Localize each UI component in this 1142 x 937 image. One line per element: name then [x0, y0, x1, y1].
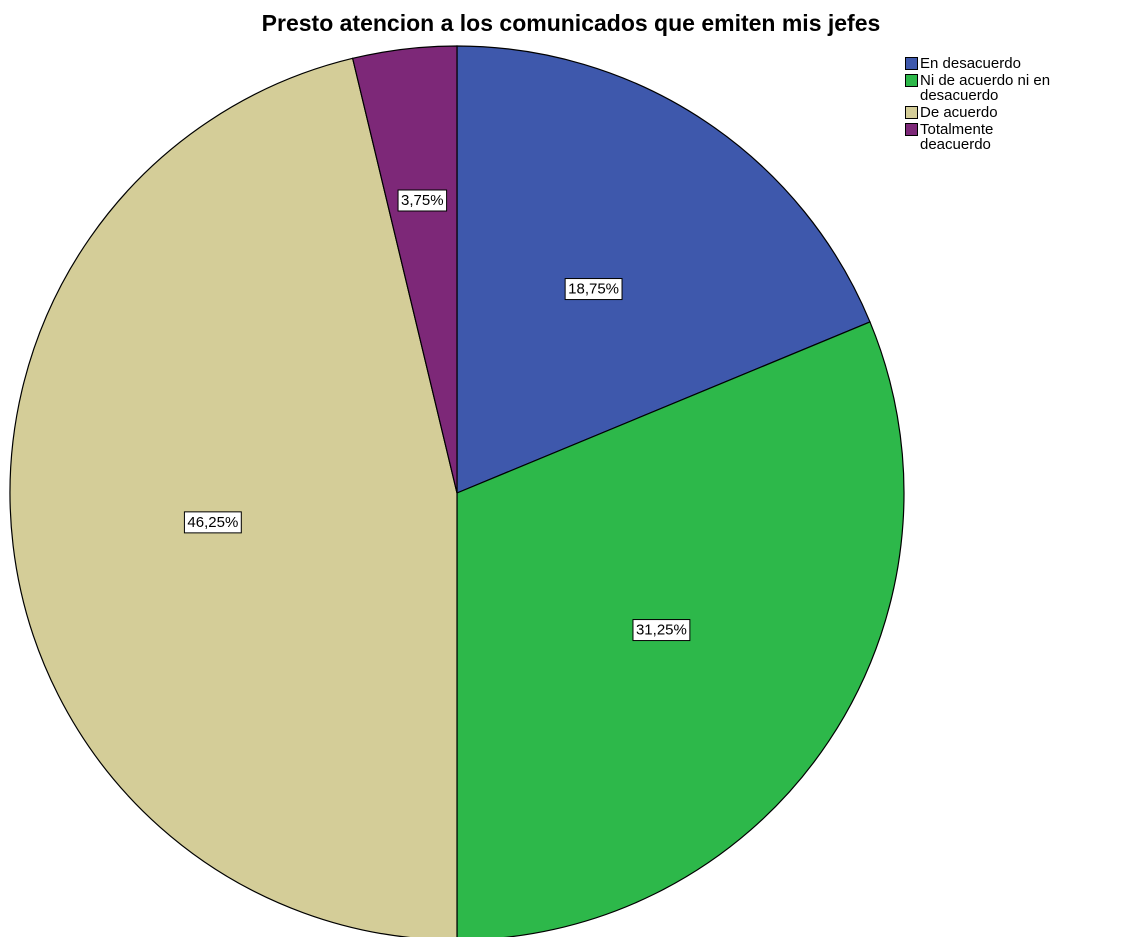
data-label-box: [632, 619, 691, 642]
pie-slice: [9, 57, 458, 937]
data-label-box: [564, 278, 623, 301]
legend: En desacuerdo Ni de acuerdo ni en desacue…: [905, 56, 1142, 154]
pie-slice: [456, 45, 871, 494]
legend-swatch: [905, 106, 918, 119]
legend-swatch: [905, 57, 918, 70]
legend-label: Ni de acuerdo ni en desacuerdo: [920, 72, 1051, 104]
legend-swatch: [905, 123, 918, 136]
legend-label: De acuerdo: [920, 104, 998, 121]
data-label: 46,25%: [187, 514, 238, 531]
pie-slice: [351, 45, 458, 494]
data-label-box: [183, 511, 242, 534]
data-label: 3,75%: [401, 192, 444, 209]
legend-label: En desacuerdo: [920, 55, 1021, 72]
legend-item: Ni de acuerdo ni en desacuerdo: [905, 73, 1142, 103]
legend-swatch: [905, 74, 918, 87]
data-label: 31,25%: [636, 622, 687, 639]
data-label-box: [397, 189, 448, 212]
data-label: 18,75%: [568, 281, 619, 298]
legend-item: De acuerdo: [905, 105, 1142, 120]
legend-label: Totalmente deacuerdo: [920, 121, 994, 153]
legend-item: Totalmente deacuerdo: [905, 122, 1142, 152]
legend-item: En desacuerdo: [905, 56, 1142, 71]
chart-title: Presto atencion a los comunicados que em…: [262, 10, 881, 36]
